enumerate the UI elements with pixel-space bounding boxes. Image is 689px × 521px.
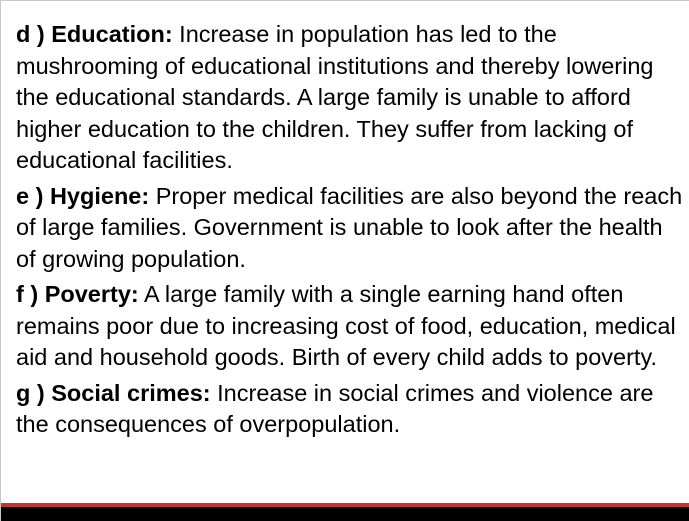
- paragraph-education: d ) Education: Increase in population ha…: [16, 19, 686, 177]
- paragraph-social-crimes: g ) Social crimes: Increase in social cr…: [16, 378, 686, 441]
- paragraph-heading: f ) Poverty:: [16, 281, 139, 307]
- paragraph-body: Increase in social crimes and violence a…: [16, 379, 654, 438]
- slide-content: d ) Education: Increase in population ha…: [16, 19, 686, 445]
- paragraph-heading: g ) Social crimes:: [16, 379, 211, 406]
- paragraph-body: Proper medical facilities are also beyon…: [16, 182, 683, 272]
- paragraph-body: A large family with a single earning han…: [16, 281, 676, 370]
- paragraph-poverty: f ) Poverty: A large family with a singl…: [16, 279, 686, 374]
- paragraph-heading: d ) Education:: [16, 21, 173, 47]
- footer-bar: [1, 507, 689, 521]
- paragraph-body: Increase in population has led to the mu…: [16, 21, 654, 173]
- paragraph-hygiene: e ) Hygiene: Proper medical facilities a…: [16, 181, 686, 276]
- paragraph-heading: e ) Hygiene:: [16, 182, 150, 209]
- footer-accent-line: [1, 503, 689, 507]
